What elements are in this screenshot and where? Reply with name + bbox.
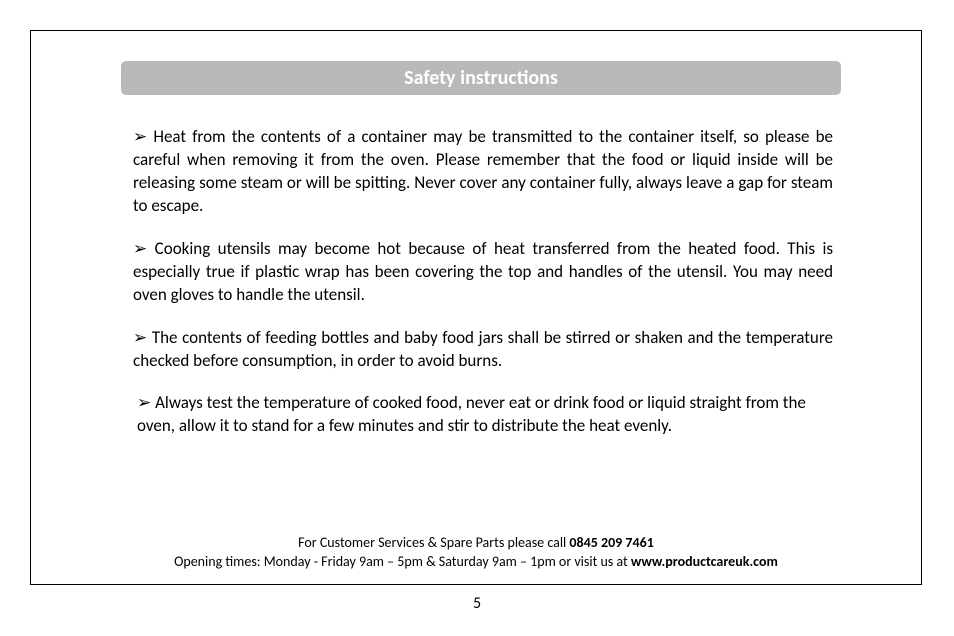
instruction-text: The contents of feeding bottles and baby… bbox=[133, 327, 833, 371]
instruction-item: ➢ Always test the temperature of cooked … bbox=[133, 392, 833, 438]
arrow-icon: ➢ bbox=[137, 393, 151, 412]
footer-url: www.productcareuk.com bbox=[631, 553, 778, 570]
footer-phone: 0845 209 7461 bbox=[569, 534, 653, 551]
footer-text: For Customer Services & Spare Parts plea… bbox=[298, 534, 569, 551]
footer-text: Opening times: Monday - Friday 9am – 5pm… bbox=[174, 553, 631, 570]
arrow-icon: ➢ bbox=[133, 127, 147, 146]
instruction-item: ➢ The contents of feeding bottles and ba… bbox=[133, 327, 833, 373]
section-header-title: Safety instructions bbox=[404, 66, 558, 90]
arrow-icon: ➢ bbox=[133, 328, 147, 347]
page-number: 5 bbox=[0, 594, 954, 613]
instruction-item: ➢ Cooking utensils may become hot becaus… bbox=[133, 238, 833, 307]
section-header: Safety instructions bbox=[121, 61, 841, 95]
content-body: ➢ Heat from the contents of a container … bbox=[133, 126, 833, 458]
page-number-value: 5 bbox=[473, 594, 481, 613]
footer-line-2: Opening times: Monday - Friday 9am – 5pm… bbox=[31, 553, 921, 572]
arrow-icon: ➢ bbox=[133, 239, 147, 258]
page-frame: Safety instructions ➢ Heat from the cont… bbox=[30, 30, 922, 585]
instruction-text: Cooking utensils may become hot because … bbox=[133, 238, 833, 305]
instruction-text: Always test the temperature of cooked fo… bbox=[137, 392, 806, 436]
footer-line-1: For Customer Services & Spare Parts plea… bbox=[31, 534, 921, 553]
instruction-item: ➢ Heat from the contents of a container … bbox=[133, 126, 833, 218]
footer: For Customer Services & Spare Parts plea… bbox=[31, 534, 921, 572]
instruction-text: Heat from the contents of a container ma… bbox=[133, 126, 833, 216]
